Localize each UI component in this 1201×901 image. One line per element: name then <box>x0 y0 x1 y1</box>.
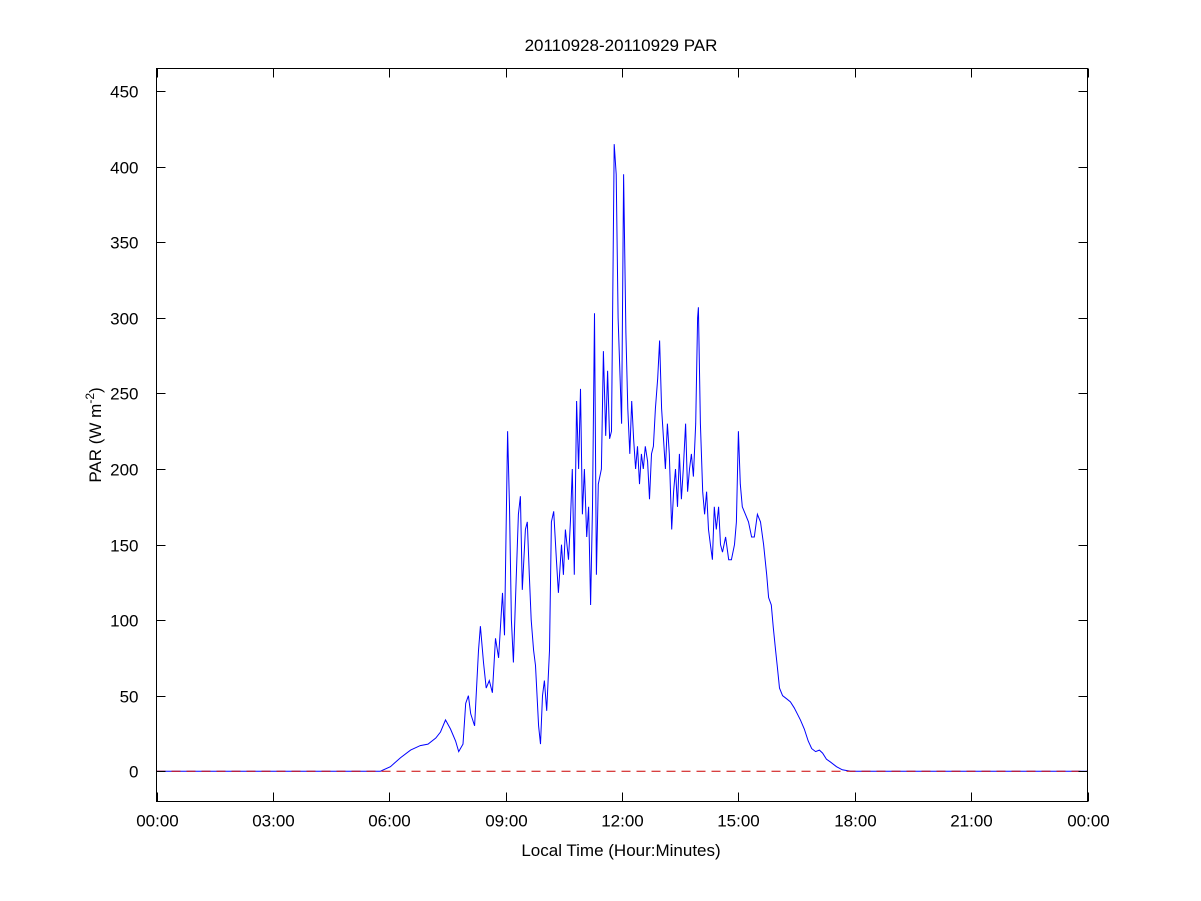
x-tick-label: 00:00 <box>136 812 179 831</box>
x-tick-label: 03:00 <box>252 812 295 831</box>
x-tick-label: 18:00 <box>834 812 877 831</box>
y-tick-label: 300 <box>110 310 138 329</box>
series-line-PAR <box>156 144 1088 772</box>
y-tick-label: 0 <box>129 763 138 782</box>
x-axis-label: Local Time (Hour:Minutes) <box>521 841 720 860</box>
plot-area <box>156 144 1088 772</box>
x-tick-label: 12:00 <box>601 812 644 831</box>
axis-ticks: 00:00 03:00 06:00 09:00 12:00 15:00 18:00 21:00… <box>110 68 1110 831</box>
y-tick-label: 400 <box>110 159 138 178</box>
y-axis-label-superscript: -2 <box>83 393 97 404</box>
x-tick-label: 00:00 <box>1067 812 1110 831</box>
y-axis-label-main: PAR (W m <box>86 404 105 483</box>
y-tick-label: 450 <box>110 83 138 102</box>
y-tick-label: 150 <box>110 537 138 556</box>
x-tick-label: 21:00 <box>950 812 993 831</box>
axes-box <box>156 68 1088 802</box>
x-tick-label: 09:00 <box>485 812 528 831</box>
y-axis-label: PAR (W m-2) <box>83 387 105 482</box>
chart-title: 20110928-20110929 PAR <box>525 36 718 55</box>
y-tick-label: 350 <box>110 234 138 253</box>
y-axis-label-end: ) <box>86 387 105 393</box>
y-tick-label: 200 <box>110 461 138 480</box>
y-tick-label: 50 <box>120 688 139 707</box>
x-tick-label: 06:00 <box>368 812 411 831</box>
y-tick-label: 100 <box>110 612 138 631</box>
x-tick-label: 15:00 <box>717 812 760 831</box>
y-tick-label: 250 <box>110 385 138 404</box>
